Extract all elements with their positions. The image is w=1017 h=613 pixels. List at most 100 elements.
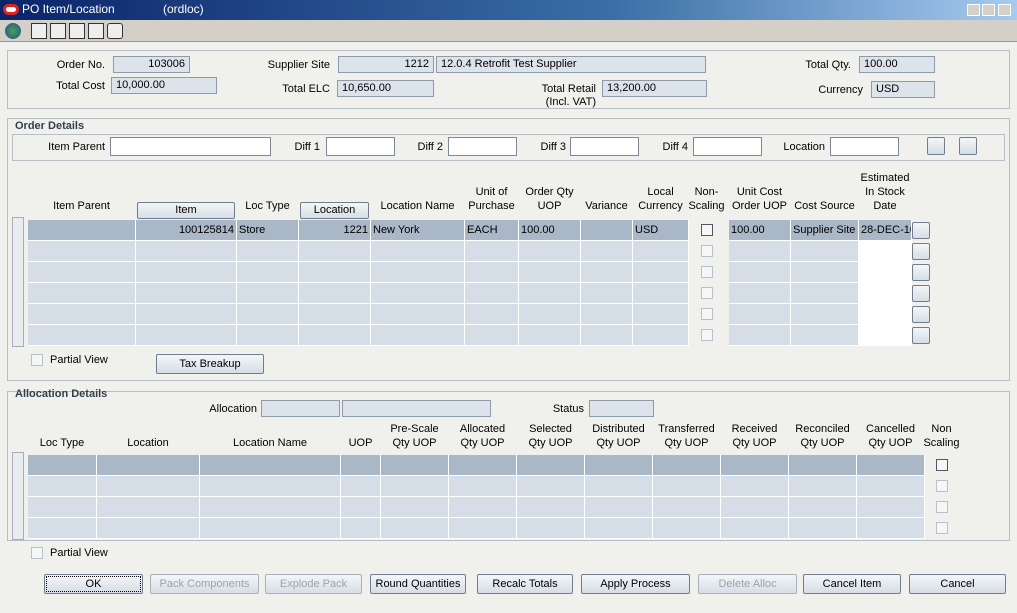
grid-cell[interactable] [371, 325, 465, 346]
grid-cell[interactable] [519, 241, 581, 262]
grid-cell[interactable] [200, 497, 341, 518]
grid-cell[interactable] [341, 476, 381, 497]
tool-icon[interactable] [31, 23, 47, 39]
grid-cell[interactable] [136, 241, 237, 262]
grid-cell[interactable] [97, 455, 200, 476]
calendar-button[interactable] [912, 327, 930, 344]
grid-cell[interactable] [789, 497, 857, 518]
minimize-button[interactable] [967, 4, 980, 16]
grid-cell[interactable] [341, 497, 381, 518]
grid-cell[interactable] [721, 518, 789, 539]
grid-cell[interactable] [237, 241, 299, 262]
grid-cell[interactable] [28, 283, 136, 304]
grid-cell[interactable] [721, 455, 789, 476]
checkbox[interactable] [700, 245, 713, 257]
tool-icon[interactable] [88, 23, 104, 39]
calendar-button[interactable] [912, 306, 930, 323]
grid-cell[interactable] [341, 518, 381, 539]
filter-input[interactable] [326, 137, 395, 156]
checkbox[interactable] [700, 224, 713, 236]
grid-cell[interactable] [633, 283, 689, 304]
grid-cell[interactable] [633, 304, 689, 325]
grid-cell[interactable] [449, 518, 517, 539]
calendar-button[interactable] [912, 243, 930, 260]
grid-cell[interactable] [28, 497, 97, 518]
grid-cell[interactable] [200, 455, 341, 476]
grid-cell[interactable] [299, 262, 371, 283]
grid-cell[interactable] [517, 497, 585, 518]
filter-input[interactable] [570, 137, 639, 156]
grid-cell[interactable] [519, 262, 581, 283]
grid-cell[interactable] [371, 283, 465, 304]
grid-cell[interactable] [653, 476, 721, 497]
grid-cell[interactable] [341, 455, 381, 476]
grid-cell[interactable] [519, 304, 581, 325]
grid-cell[interactable] [465, 325, 519, 346]
globe-icon[interactable] [5, 23, 21, 39]
grid-cell[interactable] [581, 262, 633, 283]
grid-cell[interactable] [633, 262, 689, 283]
grid-cell[interactable] [371, 262, 465, 283]
checkbox[interactable] [935, 522, 948, 534]
grid-cell[interactable]: EACH [465, 220, 519, 241]
grid-cell[interactable] [857, 497, 925, 518]
grid-cell[interactable] [517, 455, 585, 476]
grid-cell[interactable] [136, 325, 237, 346]
grid-cell[interactable] [585, 476, 653, 497]
grid-cell[interactable] [653, 518, 721, 539]
grid-cell[interactable] [97, 518, 200, 539]
grid-cell[interactable] [633, 325, 689, 346]
grid-cell[interactable] [857, 518, 925, 539]
column-header-button[interactable]: Location [300, 202, 369, 219]
grid-cell[interactable] [729, 304, 791, 325]
filter-input[interactable] [448, 137, 517, 156]
grid-cell[interactable] [465, 241, 519, 262]
grid-cell[interactable] [633, 241, 689, 262]
calendar-button[interactable] [912, 264, 930, 281]
grid-cell[interactable] [381, 455, 449, 476]
action-button[interactable]: Apply Process [581, 574, 690, 594]
tool-icon[interactable] [50, 23, 66, 39]
checkbox[interactable] [700, 329, 713, 341]
action-button[interactable]: Round Quantities [370, 574, 466, 594]
grid-cell[interactable] [581, 304, 633, 325]
grid-cell[interactable] [371, 241, 465, 262]
grid-cell[interactable] [28, 241, 136, 262]
checkbox[interactable] [935, 459, 948, 471]
grid-cell[interactable] [136, 304, 237, 325]
grid-cell[interactable] [465, 304, 519, 325]
grid-cell[interactable] [381, 476, 449, 497]
grid-cell[interactable] [449, 455, 517, 476]
grid-cell[interactable] [28, 455, 97, 476]
checkbox[interactable] [935, 480, 948, 492]
clear-button[interactable] [959, 137, 977, 155]
grid-cell[interactable] [653, 455, 721, 476]
grid-cell[interactable] [299, 283, 371, 304]
filter-input[interactable] [830, 137, 899, 156]
grid-cell[interactable] [791, 304, 859, 325]
grid-cell[interactable] [517, 476, 585, 497]
grid-cell[interactable] [791, 283, 859, 304]
grid-cell[interactable] [585, 497, 653, 518]
grid-cell[interactable] [581, 241, 633, 262]
grid-cell[interactable] [299, 304, 371, 325]
grid-cell[interactable] [465, 262, 519, 283]
grid-cell[interactable] [381, 497, 449, 518]
grid-cell[interactable] [791, 241, 859, 262]
grid-cell[interactable] [519, 283, 581, 304]
grid-cell[interactable] [729, 262, 791, 283]
tax-breakup-button[interactable]: Tax Breakup [156, 354, 264, 374]
grid-cell[interactable]: 28-DEC-10 [859, 220, 912, 241]
action-button[interactable]: Recalc Totals [477, 574, 573, 594]
calendar-button[interactable] [912, 222, 930, 239]
grid-cell[interactable] [857, 455, 925, 476]
grid-cell[interactable] [721, 476, 789, 497]
grid-cell[interactable] [585, 455, 653, 476]
grid-cell[interactable] [200, 476, 341, 497]
grid-cell[interactable] [519, 325, 581, 346]
filter-input[interactable] [693, 137, 762, 156]
action-button[interactable]: Cancel Item [803, 574, 901, 594]
calendar-button[interactable] [912, 285, 930, 302]
grid-cell[interactable] [857, 476, 925, 497]
grid-cell[interactable] [449, 476, 517, 497]
